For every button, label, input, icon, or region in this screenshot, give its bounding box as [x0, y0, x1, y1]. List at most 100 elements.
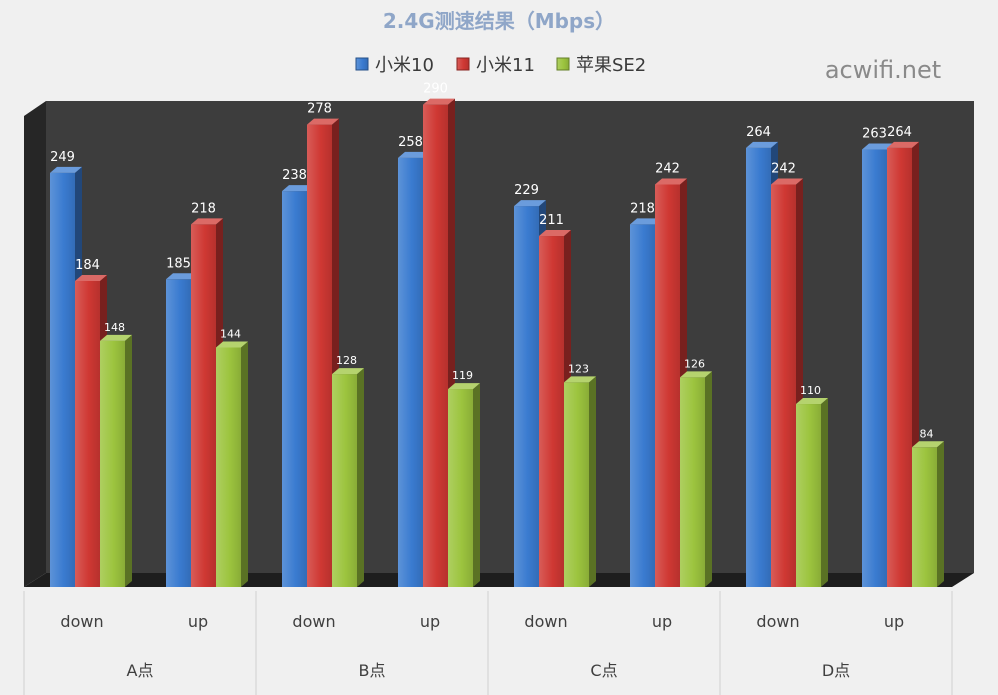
data-label: 84	[920, 427, 934, 440]
legend-item: 小米11	[456, 55, 535, 76]
bar-top	[862, 143, 894, 150]
bar-top	[398, 151, 430, 158]
bar-front	[50, 172, 75, 587]
data-label: 249	[50, 150, 75, 165]
data-label: 290	[423, 82, 448, 97]
bar-top	[655, 178, 687, 185]
bar-front	[539, 236, 564, 587]
group-label: B点	[359, 661, 386, 680]
bar-top	[680, 371, 712, 378]
data-label: 238	[282, 168, 307, 183]
data-label: 218	[191, 201, 216, 216]
legend-label: 苹果SE2	[576, 55, 646, 76]
bar-front	[166, 279, 191, 587]
tick-label: down	[60, 612, 103, 631]
bar-side	[125, 334, 132, 587]
data-labels: 2491841481852181442382781282582901192292…	[50, 82, 933, 441]
tick-label: down	[292, 612, 335, 631]
bar-front	[307, 124, 332, 588]
data-label: 185	[166, 256, 191, 271]
chart-title: 2.4G测速结果（Mbps）	[383, 9, 615, 33]
data-label: 184	[75, 258, 100, 273]
bar-front	[448, 389, 473, 587]
bar-side	[821, 398, 828, 587]
bar-top	[564, 376, 596, 383]
bar	[564, 376, 596, 587]
bar	[100, 334, 132, 587]
bar-front	[862, 149, 887, 587]
data-label: 218	[630, 201, 655, 216]
data-label: 148	[104, 321, 125, 334]
data-label: 126	[684, 357, 705, 370]
bar-front	[216, 347, 241, 587]
bar-top	[75, 274, 107, 281]
back-wall	[46, 101, 974, 573]
group-label: C点	[590, 661, 617, 680]
bar-top	[539, 230, 571, 237]
bar-front	[75, 280, 100, 587]
data-label: 242	[655, 161, 680, 176]
legend-swatch	[556, 57, 570, 71]
legend-swatch	[456, 57, 470, 71]
bar-front	[282, 191, 307, 588]
bar	[796, 398, 828, 587]
bar-front	[912, 447, 937, 587]
bar-top	[332, 368, 364, 375]
legend-label: 小米11	[476, 55, 535, 76]
bar-top	[887, 141, 919, 148]
bar-side	[705, 371, 712, 587]
bar-front	[398, 157, 423, 588]
tick-label: up	[652, 612, 672, 631]
legend: 小米10 小米11 苹果SE2	[355, 55, 646, 76]
bar-side	[357, 368, 364, 587]
bar-top	[912, 441, 944, 448]
bar-front	[191, 224, 216, 588]
data-label: 263	[862, 127, 887, 142]
bar-top	[307, 118, 339, 125]
data-label: 264	[746, 125, 771, 140]
bar-front	[100, 340, 125, 587]
bar	[912, 441, 944, 587]
bar-top	[100, 334, 132, 341]
data-label: 110	[800, 384, 821, 397]
bar-side	[473, 383, 480, 587]
bar-front	[746, 147, 771, 587]
data-label: 258	[398, 135, 423, 150]
bar-front	[680, 377, 705, 587]
data-label: 123	[568, 362, 589, 375]
data-label: 211	[539, 213, 564, 228]
bar-side	[241, 341, 248, 587]
bar-top	[746, 141, 778, 148]
tick-label: down	[524, 612, 567, 631]
bar-side	[589, 376, 596, 587]
data-label: 119	[452, 369, 473, 382]
bars	[50, 98, 944, 588]
bar-top	[796, 398, 828, 405]
bar-front	[332, 374, 357, 587]
bar-front	[655, 184, 680, 587]
legend-swatch	[355, 57, 369, 71]
bar-front	[564, 382, 589, 587]
floor	[24, 573, 974, 587]
data-label: 128	[336, 354, 357, 367]
bar-top	[423, 98, 455, 105]
data-label: 229	[514, 183, 539, 198]
bar-top	[216, 341, 248, 348]
bar-front	[514, 206, 539, 587]
data-label: 242	[771, 161, 796, 176]
tick-label: up	[420, 612, 440, 631]
bar-front	[771, 184, 796, 587]
plot-area	[24, 101, 974, 587]
bar-top	[448, 383, 480, 390]
bar-front	[796, 404, 821, 587]
bar-top	[514, 200, 546, 207]
legend-label: 小米10	[375, 55, 434, 76]
data-label: 144	[220, 327, 241, 340]
data-label: 264	[887, 125, 912, 140]
bar-top	[630, 218, 662, 225]
bar	[448, 383, 480, 587]
bar	[332, 368, 364, 587]
bar	[423, 98, 455, 587]
